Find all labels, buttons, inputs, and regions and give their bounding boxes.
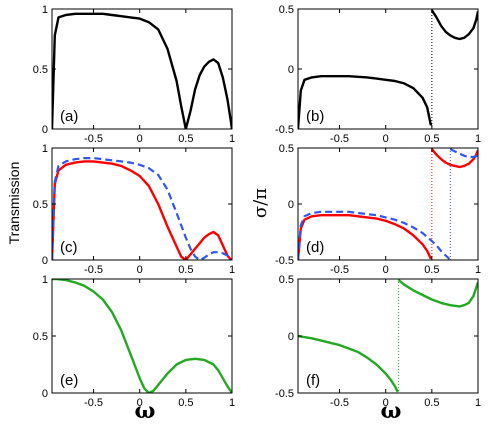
panel-f: -0.5 0 0.5 1 -0.5 0 0.5 (f) — [275, 274, 481, 409]
panel-b-series-0 — [298, 75, 433, 129]
panel-c-ytick-label-0: 0 — [42, 255, 48, 267]
panel-d-xtick-label-3: 1 — [475, 264, 481, 276]
left-y-axis-label: Transmission — [6, 162, 22, 245]
panel-d-label: (d) — [306, 239, 324, 256]
right-x-axis-label: ω — [381, 398, 402, 424]
panel-c-ytick-label-2: 1 — [42, 143, 48, 155]
panel-e-series-0 — [52, 279, 232, 393]
panel-c: -0.5 0 0.5 1 0 0.5 1 (c) — [33, 143, 235, 276]
panel-c-ytick-label-1: 0.5 — [33, 199, 48, 211]
panel-f-xtick-label-0: -0.5 — [330, 397, 349, 409]
panel-f-xtick-label-1: 0 — [383, 397, 389, 409]
panel-a-series-0 — [52, 12, 232, 129]
panel-e: -0.5 0 0.5 1 0 0.5 1 (e) — [33, 274, 235, 409]
panel-e-ytick-label-2: 1 — [42, 274, 48, 286]
panel-f-series-0 — [298, 334, 399, 393]
panel-b-background — [298, 9, 478, 129]
panel-b-series-1 — [430, 9, 478, 41]
panel-d-series-2 — [298, 210, 451, 260]
panel-b-xtick-label-1: 0 — [383, 133, 389, 145]
panel-e-ytick-label-0: 0 — [42, 388, 48, 400]
panel-b-xtick-label-3: 1 — [475, 133, 481, 145]
panel-b-ytick-label-0: -0.5 — [275, 124, 294, 136]
panel-d-ytick-label-1: 0 — [288, 199, 294, 211]
panel-b-xtick-label-0: -0.5 — [330, 133, 349, 145]
panel-c-xtick-label-3: 1 — [229, 264, 235, 276]
left-x-axis-label: ω — [135, 398, 156, 424]
panel-f-label: (f) — [306, 372, 320, 389]
panels: -0.5 0 0.5 100.51(a)-0.5 0 0.5 1-0.500.5(b)-0.… — [33, 4, 481, 409]
panel-d-background — [298, 148, 478, 260]
right-y-axis-label: σ/π — [250, 188, 271, 218]
panel-c-series-0 — [52, 160, 232, 260]
panel-e-xtick-label-0: -0.5 — [84, 397, 103, 409]
panel-a: -0.5 0 0.5 1 0 0.5 1 (a) — [33, 4, 235, 145]
panel-a-label: (a) — [60, 108, 78, 125]
panel-f-xtick-label-2: 0.5 — [424, 397, 439, 409]
panel-d-series-1 — [430, 148, 478, 169]
panel-d-series-0 — [298, 214, 432, 260]
panel-c-series-1 — [52, 157, 232, 260]
panel-d-series-3 — [449, 148, 478, 159]
panel-c-xtick-label-1: 0 — [137, 264, 143, 276]
panel-a-background — [52, 9, 232, 129]
panel-d-xtick-label-1: 0 — [383, 264, 389, 276]
panel-d-ytick-label-0: -0.5 — [275, 255, 294, 267]
panel-a-xtick-label-2: 0.5 — [178, 133, 193, 145]
panel-f-background — [298, 279, 478, 393]
panel-e-ytick-label-1: 0.5 — [33, 331, 48, 343]
panel-e-xtick-label-1: 0 — [137, 397, 143, 409]
panel-a-ytick-label-2: 1 — [42, 4, 48, 16]
panel-b: -0.5 0 0.5 1 -0.5 0 0.5 (b) — [275, 4, 481, 145]
panel-c-xtick-label-2: 0.5 — [178, 264, 193, 276]
panel-a-xtick-label-1: 0 — [137, 133, 143, 145]
panel-a-ytick-label-1: 0.5 — [33, 64, 48, 76]
panel-f-ytick-label-0: -0.5 — [275, 388, 294, 400]
panel-d-xtick-label-0: -0.5 — [330, 264, 349, 276]
panel-a-xtick-label-0: -0.5 — [84, 133, 103, 145]
panel-a-xtick-label-3: 1 — [229, 133, 235, 145]
panel-b-ytick-label-2: 0.5 — [279, 4, 294, 16]
panel-b-ytick-label-1: 0 — [288, 64, 294, 76]
panel-d-xtick-label-2: 0.5 — [424, 264, 439, 276]
panel-b-label: (b) — [306, 108, 324, 125]
panel-b-xtick-label-2: 0.5 — [424, 133, 439, 145]
panel-e-background — [52, 279, 232, 393]
panel-c-label: (c) — [60, 239, 78, 256]
panel-c-xtick-label-0: -0.5 — [84, 264, 103, 276]
panel-a-ytick-label-0: 0 — [42, 124, 48, 136]
panel-f-xtick-label-3: 1 — [475, 397, 481, 409]
panel-f-series-1 — [397, 279, 478, 308]
panel-f-ytick-label-1: 0 — [288, 331, 294, 343]
panel-e-xtick-label-2: 0.5 — [178, 397, 193, 409]
panel-d-ytick-label-2: 0.5 — [279, 143, 294, 155]
panel-f-ytick-label-2: 0.5 — [279, 274, 294, 286]
panel-e-xtick-label-3: 1 — [229, 397, 235, 409]
panel-d: -0.5 0 0.5 1 -0.5 0 0.5 (d) — [275, 143, 481, 276]
panel-e-label: (e) — [60, 372, 78, 389]
